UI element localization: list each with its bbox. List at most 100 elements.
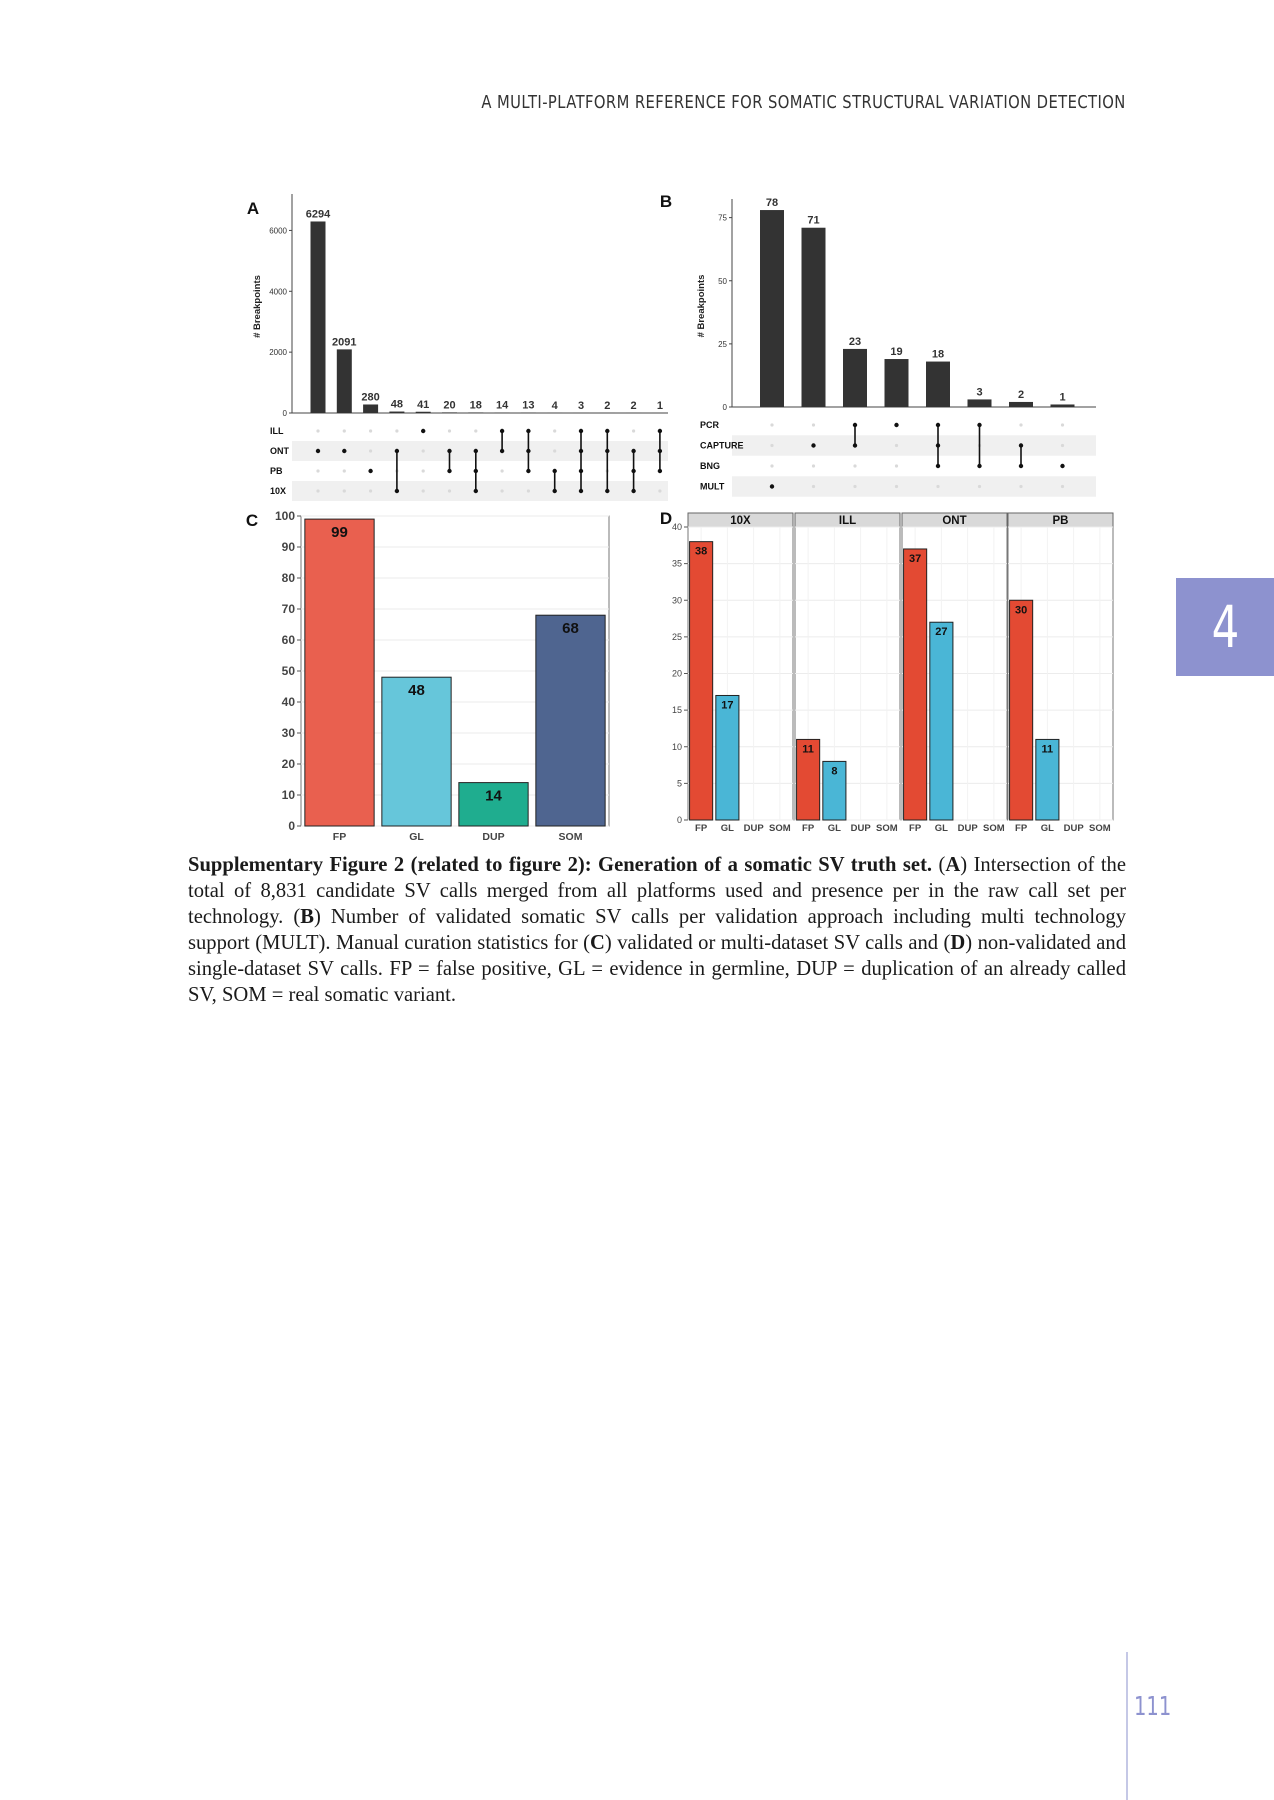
bar xyxy=(310,221,326,413)
matrix-dot-inactive xyxy=(500,469,504,473)
bar xyxy=(1009,599,1034,821)
set-label: ILL xyxy=(270,426,284,436)
caption-panel-letter: B xyxy=(300,906,314,928)
bar-value-label: 2 xyxy=(631,400,637,412)
matrix-stripe xyxy=(292,441,668,461)
matrix-dot-inactive xyxy=(632,429,636,433)
bar xyxy=(884,359,909,407)
facet-label: ONT xyxy=(942,515,966,527)
matrix-dot-inactive xyxy=(770,443,774,448)
bar xyxy=(1035,738,1060,821)
bar xyxy=(801,227,826,407)
y-tick-label: 60 xyxy=(282,633,296,647)
caption-text: ) non-validated and single-dataset SV ca… xyxy=(188,932,1127,1006)
running-head: A MULTI-PLATFORM REFERENCE FOR SOMATIC S… xyxy=(481,92,1126,113)
caption-body: (A) Intersection of the total of 8,831 c… xyxy=(188,854,1126,1006)
bar-value-label: 48 xyxy=(391,399,403,411)
matrix-stripe xyxy=(732,435,1096,456)
bar-value-label: 1 xyxy=(657,400,663,412)
bar-value-label: 20 xyxy=(443,399,455,411)
matrix-dot-inactive xyxy=(894,443,899,448)
x-tick-label: DUP xyxy=(482,831,504,843)
bar-value-label: 14 xyxy=(485,788,502,805)
x-tick-label: GL xyxy=(828,823,841,834)
caption-title: Supplementary Figure 2 (related to figur… xyxy=(188,854,933,876)
bar xyxy=(929,621,954,821)
matrix-dot-inactive xyxy=(770,464,774,468)
matrix-dot-inactive xyxy=(421,469,425,473)
chapter-tab[interactable]: 4 xyxy=(1176,578,1274,676)
bar xyxy=(1050,404,1075,407)
bar-value-label: 2 xyxy=(604,400,610,412)
bar xyxy=(535,614,606,827)
caption-text: ( xyxy=(932,854,946,876)
panel-letter-d: D xyxy=(660,509,672,528)
x-tick-label: GL xyxy=(721,823,734,834)
caption-text: ) validated or multi-dataset SV calls an… xyxy=(604,932,951,954)
y-tick-label: 0 xyxy=(283,409,288,418)
y-tick-label: 50 xyxy=(282,664,296,678)
page-number: 111 xyxy=(1134,1692,1172,1722)
bar xyxy=(796,738,821,821)
x-tick-label: FP xyxy=(909,823,922,834)
matrix-dot-inactive xyxy=(811,464,816,468)
panel-letter-b: B xyxy=(660,192,672,211)
page-number-rule xyxy=(1126,1652,1128,1800)
bar xyxy=(468,412,484,413)
caption-text: ) Number of validated somatic SV calls p… xyxy=(188,906,1126,954)
matrix-dot-inactive xyxy=(853,464,857,468)
caption-text: ) Intersection of the total of 8,831 can… xyxy=(188,854,1126,928)
matrix-dot-active xyxy=(421,428,426,434)
bar xyxy=(304,518,375,827)
bar-value-label: 13 xyxy=(522,400,534,412)
matrix-dot-inactive xyxy=(316,469,320,473)
bar-value-label: 30 xyxy=(1015,604,1027,616)
chapter-tab-label: 4 xyxy=(1211,593,1239,661)
matrix-dot-inactive xyxy=(811,484,816,489)
bar xyxy=(760,210,784,407)
x-tick-label: SOM xyxy=(1089,823,1111,834)
matrix-dot-inactive xyxy=(1019,484,1023,489)
matrix-dot-inactive xyxy=(342,469,346,473)
bar-value-label: 38 xyxy=(695,546,707,558)
bar-value-label: 41 xyxy=(417,399,429,411)
x-tick-label: DUP xyxy=(958,823,979,834)
x-tick-label: SOM xyxy=(559,831,583,843)
bar-value-label: 14 xyxy=(496,400,509,412)
matrix-dot-inactive xyxy=(1060,423,1065,427)
bar-value-label: 27 xyxy=(935,626,947,638)
matrix-dot-inactive xyxy=(658,489,662,493)
matrix-dot-inactive xyxy=(342,489,346,493)
y-tick-label: 6000 xyxy=(269,226,287,235)
y-tick-label: 20 xyxy=(672,669,682,679)
set-label: PB xyxy=(270,466,283,476)
facet-label: 10X xyxy=(730,515,751,527)
y-tick-label: 35 xyxy=(672,559,682,569)
matrix-dot-active xyxy=(811,443,816,448)
y-tick-label: 10 xyxy=(672,742,682,752)
bar xyxy=(926,361,950,407)
y-axis-title: # Breakpoints xyxy=(252,275,263,338)
matrix-dot-active xyxy=(342,448,347,454)
bar-value-label: 1 xyxy=(1059,391,1065,403)
bar xyxy=(381,676,452,827)
y-tick-label: 20 xyxy=(282,757,296,771)
matrix-dot-inactive xyxy=(369,489,373,493)
matrix-dot-inactive xyxy=(1060,484,1065,489)
matrix-dot-active xyxy=(1060,463,1065,469)
matrix-dot-active xyxy=(315,448,321,454)
bar-value-label: 19 xyxy=(890,346,902,358)
bar xyxy=(689,541,714,821)
y-tick-label: 70 xyxy=(282,602,296,616)
y-tick-label: 25 xyxy=(672,632,682,642)
matrix-dot-inactive xyxy=(894,464,899,468)
matrix-dot-inactive xyxy=(369,449,373,453)
bar-value-label: 18 xyxy=(932,349,944,361)
bar-value-label: 2 xyxy=(1018,389,1024,401)
y-tick-label: 0 xyxy=(723,403,728,412)
x-tick-label: SOM xyxy=(876,823,898,834)
caption-panel-letter: D xyxy=(950,932,966,954)
x-tick-label: GL xyxy=(409,831,424,843)
matrix-dot-inactive xyxy=(316,489,320,493)
bar xyxy=(967,399,992,407)
